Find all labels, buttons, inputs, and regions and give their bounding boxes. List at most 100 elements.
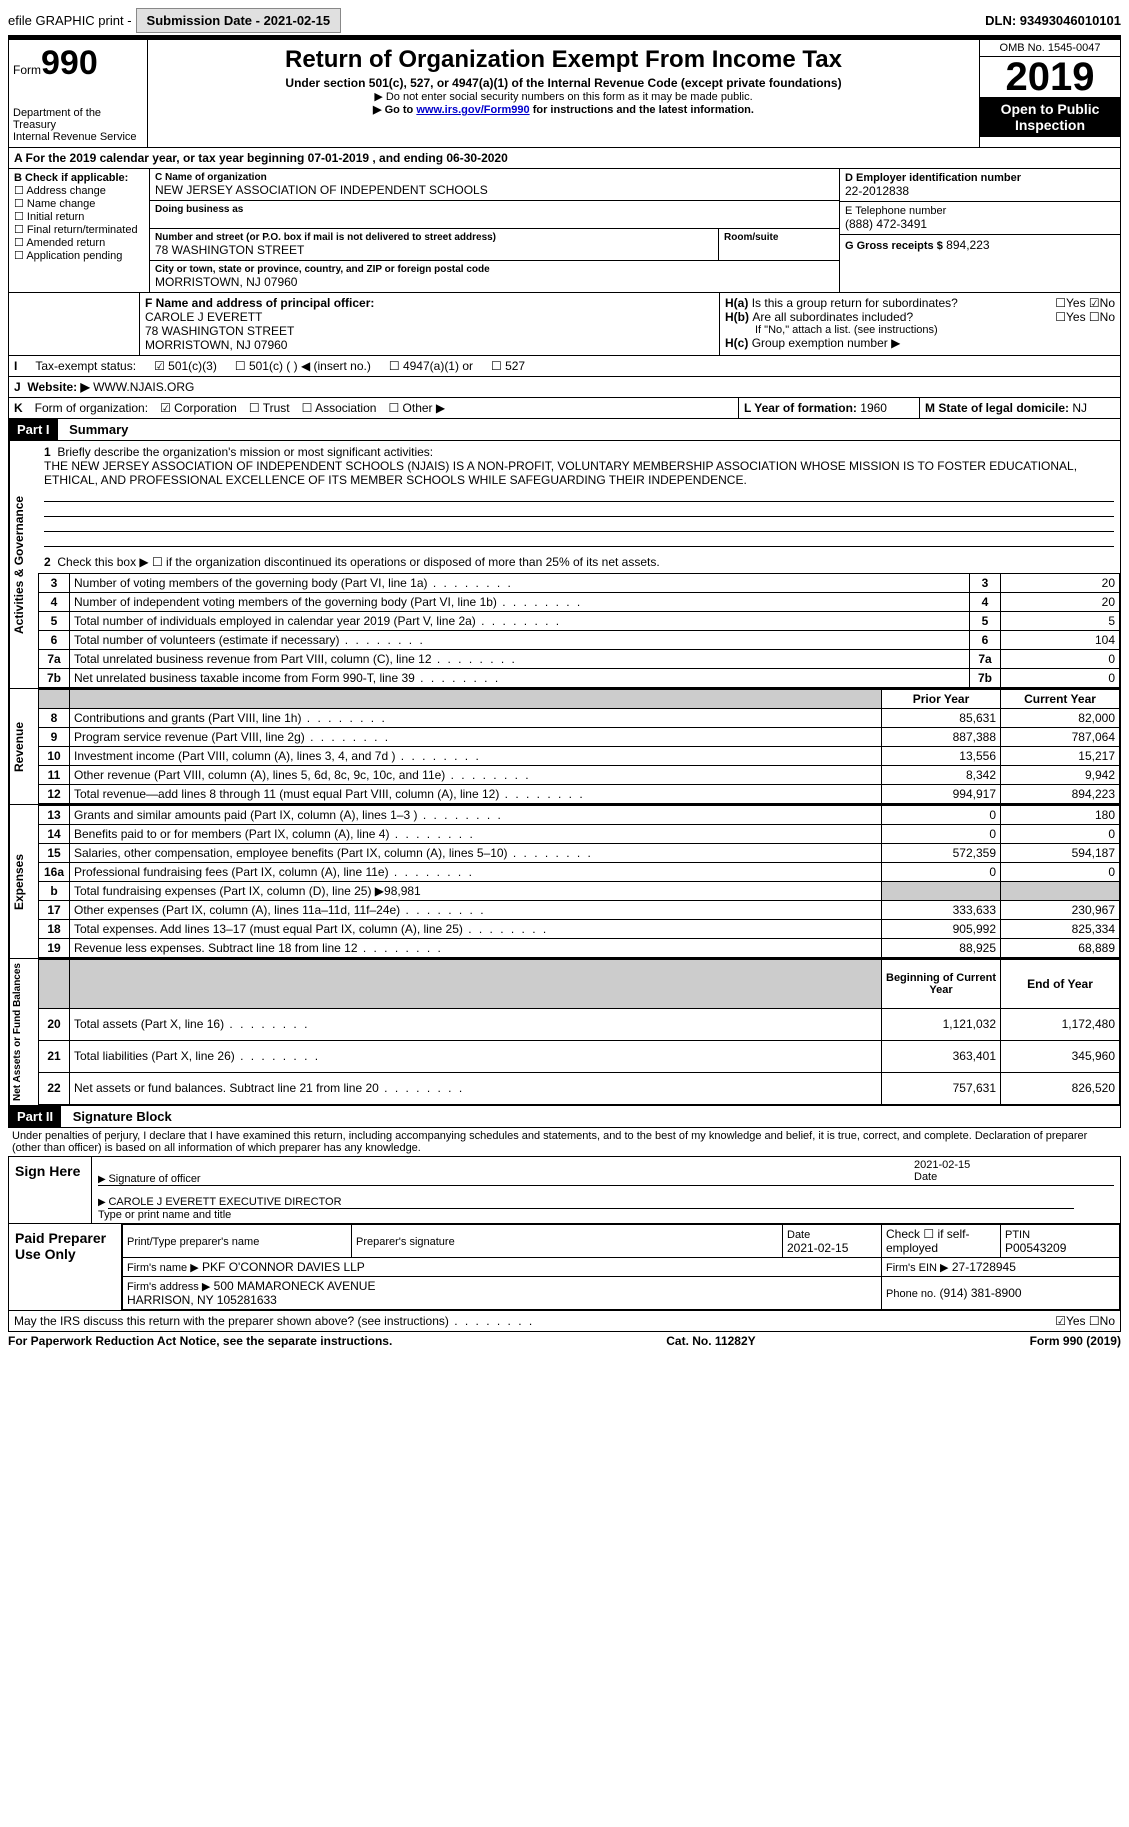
ha: Is this a group return for subordinates? — [752, 296, 1056, 310]
m-label: M State of legal domicile: — [925, 401, 1069, 415]
dba-label: Doing business as — [155, 204, 834, 215]
prep-date-val: 2021-02-15 — [787, 1241, 848, 1255]
phone: (888) 472-3491 — [845, 217, 1115, 231]
c-label: C Name of organization — [155, 172, 834, 183]
e-label: E Telephone number — [845, 205, 1115, 217]
sig-date-val: 2021-02-15 — [914, 1159, 1114, 1171]
discuss-label: May the IRS discuss this return with the… — [14, 1314, 1055, 1328]
chk-amended[interactable]: Amended return — [14, 236, 144, 249]
j-label: Website: ▶ — [27, 380, 89, 394]
ptin: P00543209 — [1005, 1241, 1066, 1255]
chk-other[interactable]: Other ▶ — [388, 401, 445, 415]
hb: Are all subordinates included? — [752, 310, 1055, 324]
footer-mid: Cat. No. 11282Y — [666, 1334, 755, 1348]
city: MORRISTOWN, NJ 07960 — [155, 275, 834, 289]
firm-ein-label: Firm's EIN ▶ — [886, 1262, 949, 1274]
website: WWW.NJAIS.ORG — [93, 380, 194, 394]
chk-initial[interactable]: Initial return — [14, 210, 144, 223]
k-label: Form of organization: — [35, 401, 148, 415]
sig-officer-label: Signature of officer — [108, 1173, 200, 1185]
form-label: Form990 — [13, 44, 143, 83]
prep-date-label: Date — [787, 1229, 810, 1241]
chk-address[interactable]: Address change — [14, 184, 144, 197]
form-sub2: ▶ Do not enter social security numbers o… — [156, 90, 971, 103]
org-name: NEW JERSEY ASSOCIATION OF INDEPENDENT SC… — [155, 183, 834, 197]
q1: Briefly describe the organization's miss… — [57, 445, 433, 459]
g-label: G Gross receipts $ — [845, 240, 943, 252]
open-inspection: Open to Public Inspection — [980, 97, 1120, 137]
firm-addr-label: Firm's address ▶ — [127, 1281, 210, 1293]
d-label: D Employer identification number — [845, 172, 1115, 184]
part2-hdr: Part II — [9, 1106, 61, 1127]
firm-name: PKF O'CONNOR DAVIES LLP — [202, 1260, 365, 1274]
sign-here: Sign Here — [9, 1157, 91, 1223]
f-label: F Name and address of principal officer: — [145, 296, 714, 310]
officer-name: CAROLE J EVERETT — [145, 310, 714, 324]
discuss-no[interactable]: No — [1100, 1314, 1115, 1328]
dept-label: Department of the Treasury Internal Reve… — [13, 107, 143, 143]
submission-button[interactable]: Submission Date - 2021-02-15 — [136, 8, 342, 33]
table-net: Beginning of Current YearEnd of Year20To… — [38, 959, 1120, 1105]
sig-date-label: Date — [914, 1171, 937, 1183]
officer-printed: CAROLE J EVERETT EXECUTIVE DIRECTOR — [108, 1196, 341, 1208]
paid-preparer: Paid Preparer Use Only — [9, 1224, 121, 1310]
firm-name-label: Firm's name ▶ — [127, 1262, 199, 1274]
chk-corp[interactable]: Corporation — [160, 401, 237, 415]
room-label: Room/suite — [724, 232, 834, 243]
part2-title: Signature Block — [65, 1106, 180, 1127]
prep-name-label: Print/Type preparer's name — [127, 1236, 259, 1248]
chk-assoc[interactable]: Association — [302, 401, 377, 415]
chk-4947[interactable]: 4947(a)(1) or — [389, 359, 473, 373]
q2: Check this box ▶ ☐ if the organization d… — [57, 555, 659, 569]
table-governance: 3Number of voting members of the governi… — [38, 573, 1120, 688]
chk-trust[interactable]: Trust — [249, 401, 290, 415]
vtext-exp: Expenses — [9, 805, 38, 958]
ptin-label: PTIN — [1005, 1229, 1030, 1241]
declaration: Under penalties of perjury, I declare th… — [8, 1128, 1121, 1156]
part1-title: Summary — [61, 419, 136, 440]
officer-addr1: 78 WASHINGTON STREET — [145, 324, 714, 338]
self-employed[interactable]: Check ☐ if self-employed — [882, 1225, 1001, 1258]
phone-label: Phone no. — [886, 1288, 936, 1300]
chk-pending[interactable]: Application pending — [14, 249, 144, 262]
form-title: Return of Organization Exempt From Incom… — [156, 46, 971, 74]
domicile: NJ — [1072, 401, 1087, 415]
discuss-yes[interactable]: Yes — [1066, 1314, 1086, 1328]
type-name-label: Type or print name and title — [98, 1209, 231, 1221]
b-title: B Check if applicable: — [14, 172, 144, 184]
l-label: L Year of formation: — [744, 401, 857, 415]
chk-501c3[interactable]: 501(c)(3) — [154, 359, 217, 373]
irs-link[interactable]: www.irs.gov/Form990 — [416, 104, 529, 116]
footer-left: For Paperwork Reduction Act Notice, see … — [8, 1334, 392, 1348]
chk-501c[interactable]: 501(c) ( ) ◀ (insert no.) — [235, 359, 371, 373]
street: 78 WASHINGTON STREET — [155, 243, 713, 257]
year: 2019 — [980, 57, 1120, 97]
h-note: If "No," attach a list. (see instruction… — [725, 324, 1115, 336]
mission: THE NEW JERSEY ASSOCIATION OF INDEPENDEN… — [44, 459, 1077, 487]
form-sub1: Under section 501(c), 527, or 4947(a)(1)… — [156, 76, 971, 90]
firm-ein: 27-1728945 — [952, 1260, 1016, 1274]
vtext-gov: Activities & Governance — [9, 441, 38, 688]
table-expenses: 13Grants and similar amounts paid (Part … — [38, 805, 1120, 958]
chk-namechange[interactable]: Name change — [14, 197, 144, 210]
vtext-rev: Revenue — [9, 689, 38, 804]
street-label: Number and street (or P.O. box if mail i… — [155, 232, 713, 243]
line-a: A For the 2019 calendar year, or tax yea… — [8, 148, 1121, 169]
part1-hdr: Part I — [9, 419, 58, 440]
box-b: B Check if applicable: Address change Na… — [9, 169, 150, 292]
chk-527[interactable]: 527 — [491, 359, 525, 373]
vtext-net: Net Assets or Fund Balances — [9, 959, 38, 1105]
form-header: Form990 Department of the Treasury Inter… — [8, 39, 1121, 148]
prep-sig-label: Preparer's signature — [356, 1236, 455, 1248]
form-sub3: ▶ Go to www.irs.gov/Form990 for instruct… — [156, 103, 971, 116]
gross-receipts: 894,223 — [946, 238, 989, 252]
footer-right: Form 990 (2019) — [1030, 1334, 1121, 1348]
chk-final[interactable]: Final return/terminated — [14, 223, 144, 236]
dln: DLN: 93493046010101 — [985, 13, 1121, 28]
i-label: Tax-exempt status: — [35, 359, 136, 373]
prep-phone: (914) 381-8900 — [940, 1286, 1022, 1300]
table-revenue: Prior YearCurrent Year8Contributions and… — [38, 689, 1120, 804]
ein: 22-2012838 — [845, 184, 1115, 198]
efile-label: efile GRAPHIC print - — [8, 13, 132, 28]
top-bar: efile GRAPHIC print - Submission Date - … — [8, 8, 1121, 33]
